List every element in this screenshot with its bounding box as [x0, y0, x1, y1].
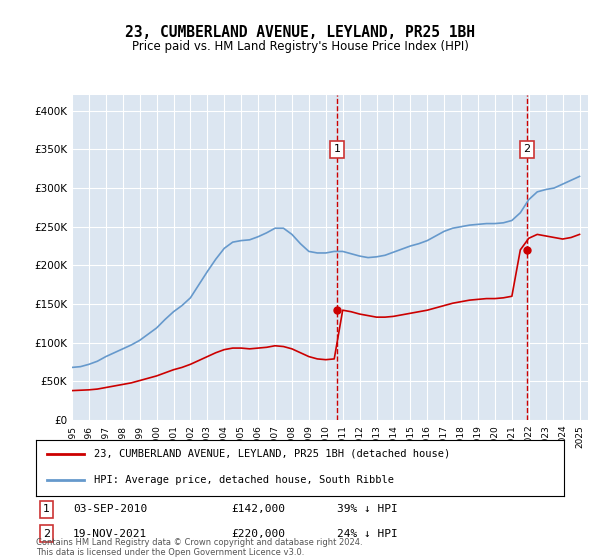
- Text: 1: 1: [43, 505, 50, 515]
- Text: Price paid vs. HM Land Registry's House Price Index (HPI): Price paid vs. HM Land Registry's House …: [131, 40, 469, 53]
- Text: 19-NOV-2021: 19-NOV-2021: [73, 529, 147, 539]
- Text: 03-SEP-2010: 03-SEP-2010: [73, 505, 147, 515]
- Text: HPI: Average price, detached house, South Ribble: HPI: Average price, detached house, Sout…: [94, 475, 394, 485]
- Text: 2: 2: [523, 144, 530, 155]
- Text: 23, CUMBERLAND AVENUE, LEYLAND, PR25 1BH (detached house): 23, CUMBERLAND AVENUE, LEYLAND, PR25 1BH…: [94, 449, 451, 459]
- Text: £220,000: £220,000: [232, 529, 286, 539]
- Text: 23, CUMBERLAND AVENUE, LEYLAND, PR25 1BH: 23, CUMBERLAND AVENUE, LEYLAND, PR25 1BH: [125, 25, 475, 40]
- Text: 1: 1: [334, 144, 341, 155]
- Text: 2: 2: [43, 529, 50, 539]
- Text: Contains HM Land Registry data © Crown copyright and database right 2024.
This d: Contains HM Land Registry data © Crown c…: [36, 538, 362, 557]
- Text: £142,000: £142,000: [232, 505, 286, 515]
- Text: 39% ↓ HPI: 39% ↓ HPI: [337, 505, 398, 515]
- Text: 24% ↓ HPI: 24% ↓ HPI: [337, 529, 398, 539]
